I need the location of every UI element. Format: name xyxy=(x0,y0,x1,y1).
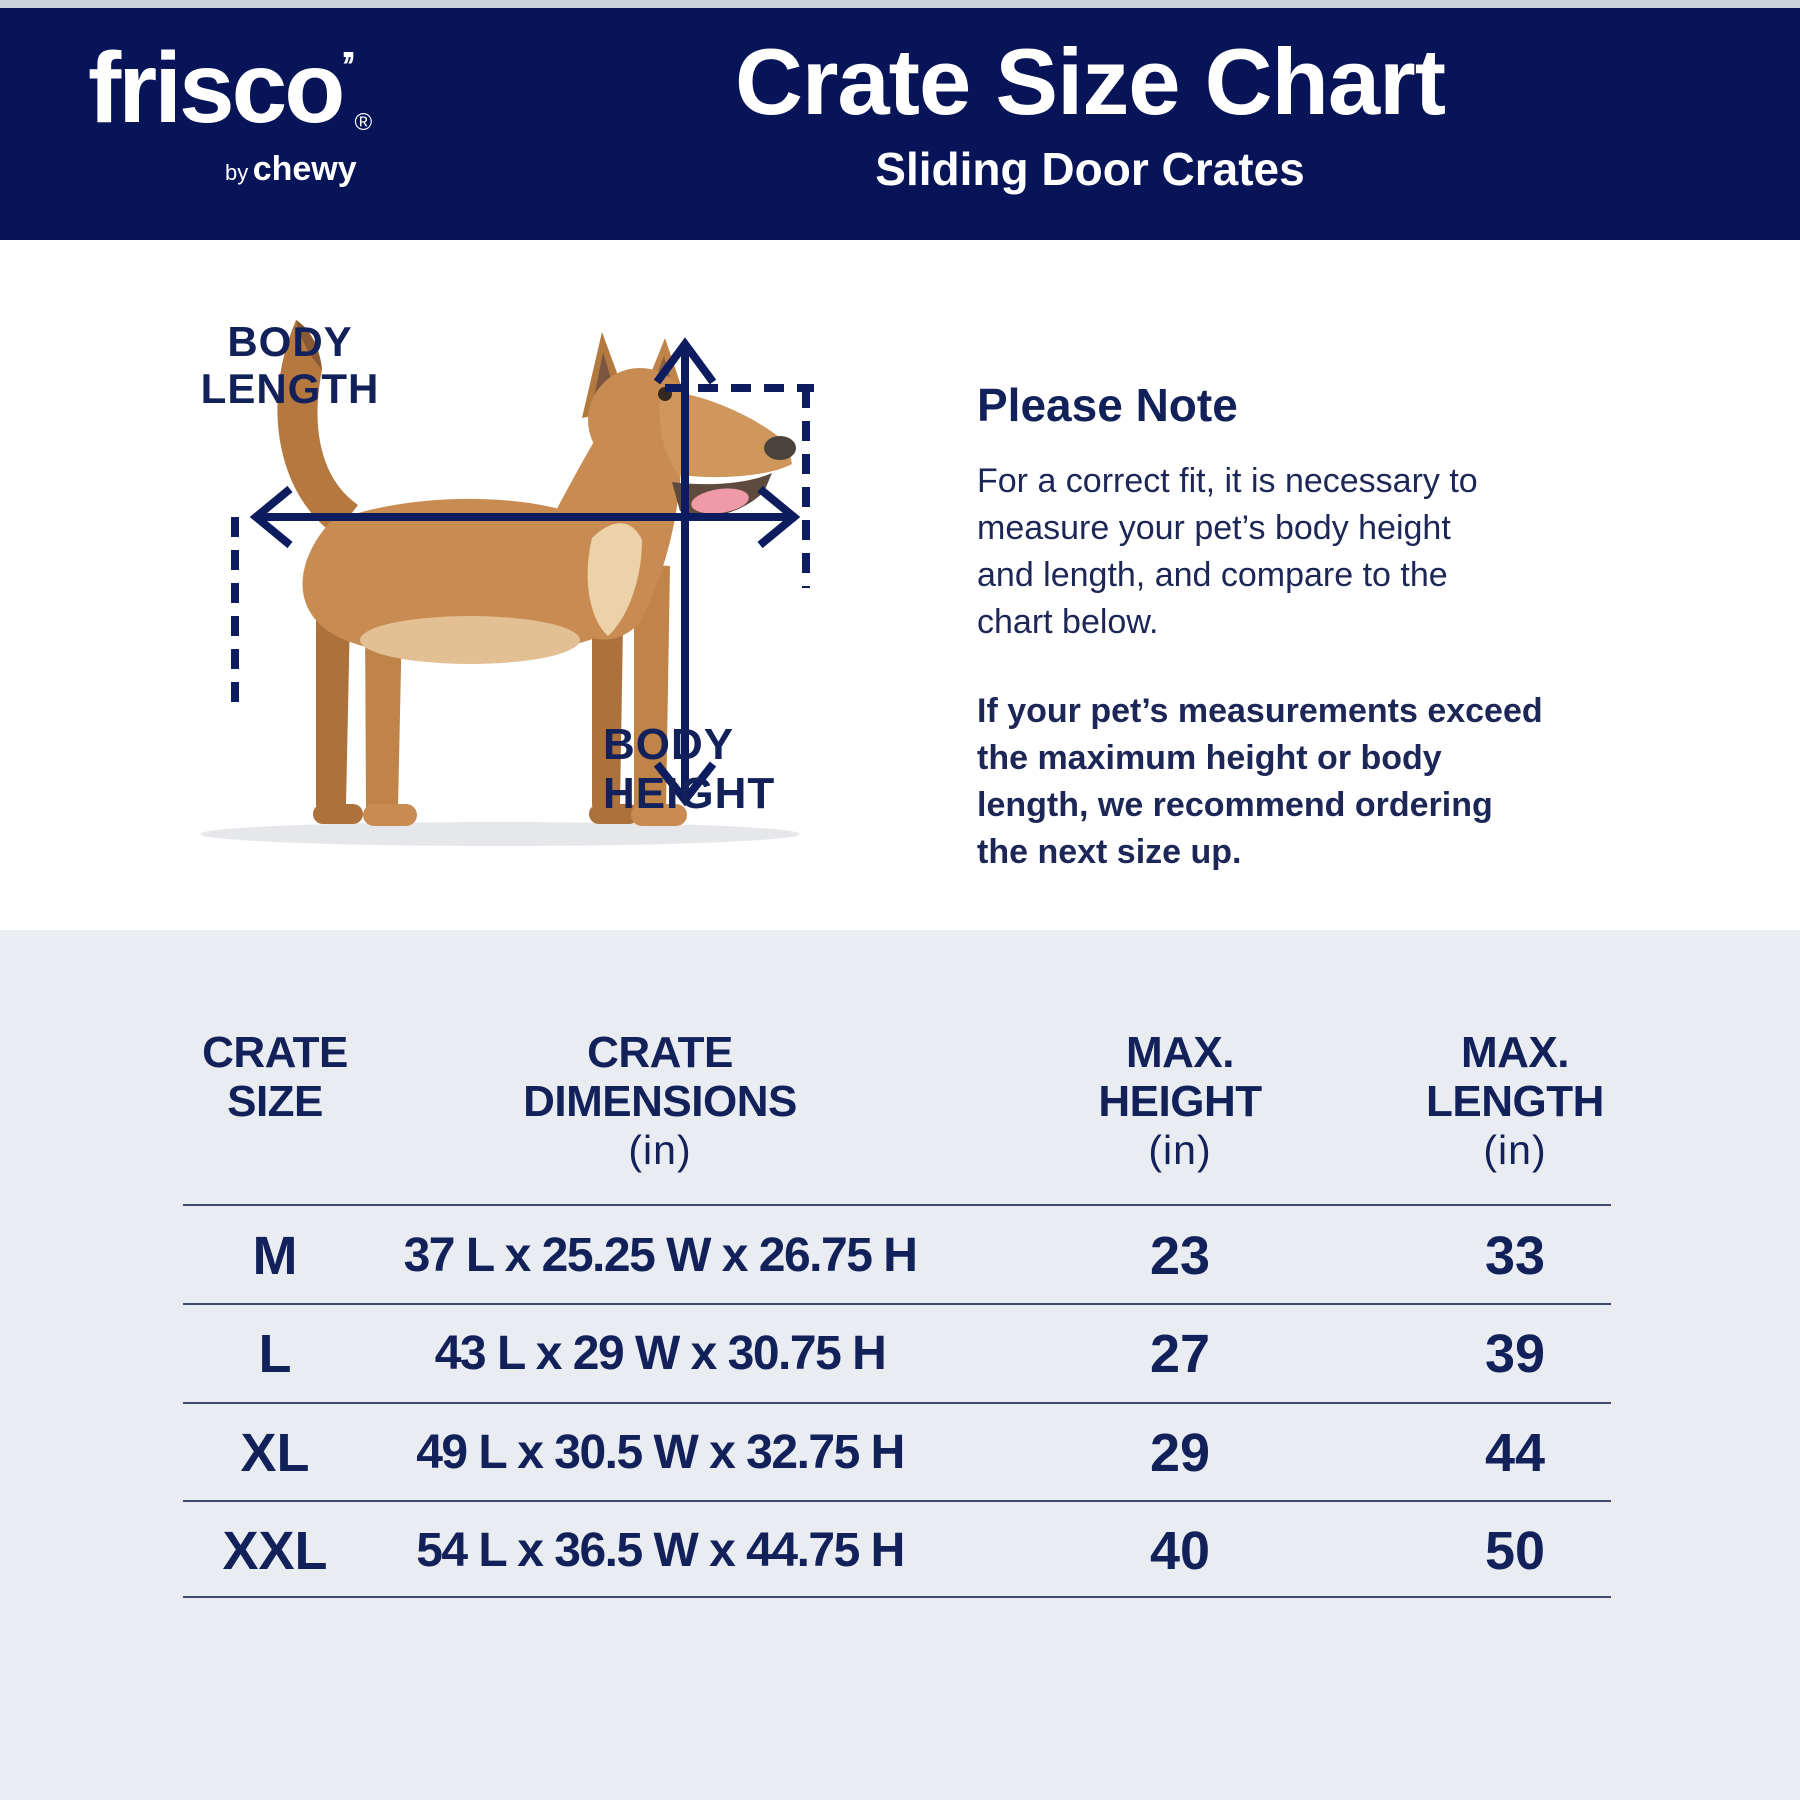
table-row-l-size: L xyxy=(258,1324,292,1384)
dog-chest-patch xyxy=(587,523,642,636)
unit-label: (in) xyxy=(1148,1127,1212,1173)
reference-dashed-lines xyxy=(231,384,814,702)
dog-belly xyxy=(360,616,580,664)
dog-nose xyxy=(764,436,796,460)
table-rule xyxy=(183,1402,1611,1404)
table-row-m-dimensions: 37 L x 25.25 W x 26.75 H xyxy=(403,1229,918,1282)
table-rule xyxy=(183,1303,1611,1305)
dog-muzzle xyxy=(659,390,792,478)
please-note-block: Please Note For a correct fit, it is nec… xyxy=(977,378,1617,876)
table-row-xxl-size: XXL xyxy=(222,1521,328,1581)
table-row-xl-dimensions: 49 L x 30.5 W x 32.75 H xyxy=(416,1426,905,1479)
table-row-l-max-length: 39 xyxy=(1484,1324,1546,1384)
registered-mark: ® xyxy=(354,109,373,136)
note-paragraph-1: For a correct fit, it is necessary to me… xyxy=(977,462,1478,641)
table-row-xxl-max-length: 50 xyxy=(1484,1521,1546,1581)
measurement-diagram-section: BODY LENGTH BODY HEIGHT Please Note For … xyxy=(0,240,1800,930)
measurement-arrows xyxy=(231,337,814,807)
table-row-m-size: M xyxy=(252,1226,298,1286)
table-row-xxl-max-height: 40 xyxy=(1149,1521,1211,1581)
arrow-right-head xyxy=(757,485,801,549)
size-table-section: CRATE SIZE CRATE DIMENSIONS (in) MAX. HE… xyxy=(0,930,1800,1800)
page-title: Crate Size Chart xyxy=(734,29,1446,134)
table-row-xxl-dimensions: 54 L x 36.5 W x 44.75 H xyxy=(416,1524,905,1577)
frisco-logo-text: frisco xyxy=(88,32,345,144)
ground-shadow xyxy=(200,822,800,846)
header-band: frisco’’ ® by chewy Crate Size Chart Slid… xyxy=(0,8,1800,240)
table-rule xyxy=(183,1204,1611,1206)
column-header-max-height: MAX. HEIGHT (in) xyxy=(1055,1028,1305,1175)
dog-front-leg-near xyxy=(634,564,670,808)
unit-label: (in) xyxy=(1483,1127,1547,1173)
unit-label: (in) xyxy=(628,1127,692,1173)
dog-tongue xyxy=(691,488,749,514)
table-row-xl-max-length: 44 xyxy=(1484,1423,1546,1483)
dog-hind-leg-near xyxy=(365,616,402,808)
dog-tail xyxy=(277,320,358,535)
page-top-border xyxy=(0,0,1800,8)
table-rule xyxy=(183,1596,1611,1598)
frisco-logo-flourish: ’’ xyxy=(340,42,356,100)
table-row-m-max-length: 33 xyxy=(1484,1226,1546,1286)
by-text: by xyxy=(225,160,249,185)
body-length-label: BODY LENGTH xyxy=(200,318,380,412)
by-chewy-logo: by chewy xyxy=(225,150,357,189)
table-row-m-max-height: 23 xyxy=(1149,1226,1211,1286)
frisco-logo: frisco’’® xyxy=(88,38,373,138)
table-row-l-max-height: 27 xyxy=(1149,1324,1211,1384)
column-header-max-length: MAX. LENGTH (in) xyxy=(1390,1028,1640,1175)
table-row-l-dimensions: 43 L x 29 W x 30.75 H xyxy=(434,1327,887,1380)
dog-measurement-illustration xyxy=(200,320,814,846)
column-header-crate-dimensions: CRATE DIMENSIONS (in) xyxy=(360,1028,960,1175)
note-paragraph-2: If your pet’s measurements exceed the ma… xyxy=(977,692,1543,871)
table-row-xl-size: XL xyxy=(240,1423,310,1483)
arrow-left-head xyxy=(249,485,293,549)
chewy-logo-text: chewy xyxy=(252,150,357,188)
body-height-label: BODY HEIGHT xyxy=(603,720,776,818)
column-header-crate-size: CRATE SIZE xyxy=(202,1028,348,1126)
table-rule xyxy=(183,1500,1611,1502)
dog-hind-leg-far xyxy=(316,608,350,806)
dog-body xyxy=(302,498,632,659)
arrow-down-head xyxy=(653,761,717,807)
note-heading: Please Note xyxy=(977,379,1238,431)
page-subtitle: Sliding Door Crates xyxy=(875,143,1305,195)
header-titles: Crate Size Chart Sliding Door Crates xyxy=(620,30,1560,196)
arrow-up-head xyxy=(653,337,717,385)
table-row-xl-max-height: 29 xyxy=(1149,1423,1211,1483)
